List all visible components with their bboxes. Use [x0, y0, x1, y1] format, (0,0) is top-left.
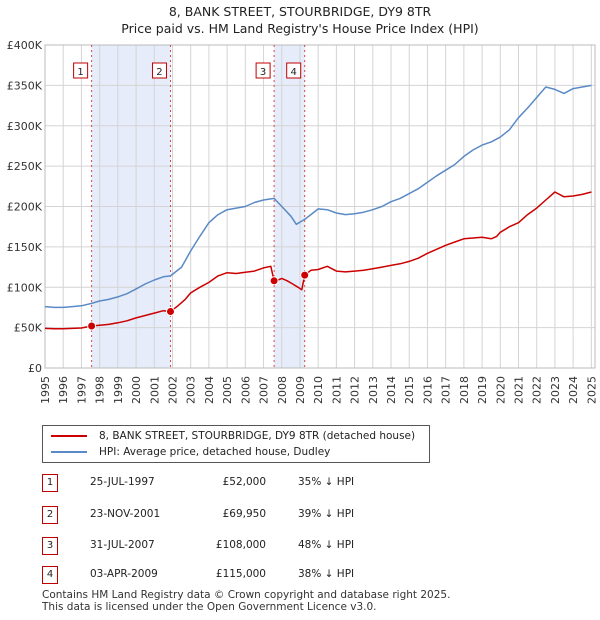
plot-frame: [44, 44, 596, 369]
x-tick-label: 2006: [239, 376, 252, 404]
y-tick-label: £300K: [7, 120, 43, 133]
x-tick-label: 2002: [166, 376, 179, 404]
x-tick-label: 1995: [39, 376, 52, 404]
transaction-label-box: [255, 62, 271, 79]
footer: Contains HM Land Registry data © Crown c…: [42, 589, 450, 613]
transaction-label-box: [286, 62, 302, 79]
transaction-date: 23-NOV-2001: [90, 508, 161, 520]
y-tick-label: £150K: [7, 241, 43, 254]
x-tick-label: 2017: [440, 376, 453, 404]
transaction-label-box: [151, 62, 167, 79]
x-tick-label: 2008: [276, 376, 289, 404]
x-tick-label: 1998: [94, 376, 107, 404]
chart-legend: 8, BANK STREET, STOURBRIDGE, DY9 8TR (de…: [42, 425, 430, 463]
transaction-row: 3 31-JUL-2007 £108,000 48% ↓ HPI: [42, 537, 442, 555]
transaction-row: 1 25-JUL-1997 £52,000 35% ↓ HPI: [42, 474, 442, 492]
legend-item-hpi: HPI: Average price, detached house, Dudl…: [51, 444, 330, 460]
x-tick-label: 2001: [148, 376, 161, 404]
x-tick-label: 1996: [57, 376, 70, 404]
legend-item-property: 8, BANK STREET, STOURBRIDGE, DY9 8TR (de…: [51, 428, 415, 444]
transaction-price: £108,000: [215, 539, 266, 551]
price-chart: 1995 1996 1997 1998 1999 2000 2001 2002 2003 2004…: [7, 39, 599, 404]
transaction-point: [300, 270, 310, 280]
x-tick-label: 2007: [258, 376, 271, 404]
transaction-price: £115,000: [215, 568, 266, 580]
legend-label-property: 8, BANK STREET, STOURBRIDGE, DY9 8TR (de…: [99, 430, 416, 442]
transaction-label-box: [73, 62, 89, 79]
x-tick-label: 2014: [385, 376, 398, 404]
transaction-row: 4 03-APR-2009 £115,000 38% ↓ HPI: [42, 566, 442, 584]
x-tick-label: 2025: [585, 376, 598, 404]
transaction-price: £69,950: [222, 508, 266, 520]
x-tick-label: 1999: [112, 376, 125, 404]
x-tick-label: 2010: [312, 376, 325, 404]
x-tick-label: 2009: [294, 376, 307, 404]
x-tick-label: 2013: [367, 376, 380, 404]
transaction-label: 3: [260, 67, 266, 78]
transaction-row: 2 23-NOV-2001 £69,950 39% ↓ HPI: [42, 506, 442, 524]
transaction-label: 2: [156, 67, 162, 78]
footer-licence: This data is licensed under the Open Gov…: [42, 601, 377, 613]
x-tick-label: 2012: [349, 376, 362, 404]
transaction-badge: 4: [42, 566, 58, 584]
chart-title: 8, BANK STREET, STOURBRIDGE, DY9 8TR Pri…: [0, 3, 600, 37]
transaction-badge: 1: [42, 474, 58, 492]
transaction-date: 03-APR-2009: [90, 568, 158, 580]
property-series-line: [44, 191, 592, 330]
x-tick-label: 2018: [458, 376, 471, 404]
y-tick-label: £0: [28, 362, 42, 375]
chart-title-line1: 8, BANK STREET, STOURBRIDGE, DY9 8TR: [168, 4, 432, 19]
x-tick-label: 2019: [476, 376, 489, 404]
x-tick-label: 2015: [403, 376, 416, 404]
y-tick-label: £350K: [7, 79, 43, 92]
transaction-hpi: 39% ↓ HPI: [298, 508, 355, 520]
x-tick-label: 1997: [75, 376, 88, 404]
legend-swatch-hpi: [51, 451, 87, 453]
transaction-point: [87, 321, 97, 331]
transaction-date: 25-JUL-1997: [90, 476, 155, 488]
x-tick-label: 2011: [330, 376, 343, 404]
transaction-hpi: 38% ↓ HPI: [298, 568, 355, 580]
transaction-point: [165, 307, 175, 317]
transaction-price: £52,000: [222, 476, 266, 488]
transaction-hpi: 48% ↓ HPI: [298, 539, 355, 551]
transaction-label: 1: [77, 67, 83, 78]
transaction-label: 4: [291, 67, 297, 78]
chart-title-line2: Price paid vs. HM Land Registry's House …: [121, 21, 479, 36]
transaction-badge: 3: [42, 537, 58, 555]
x-tick-label: 2005: [221, 376, 234, 404]
hpi-series-line: [44, 84, 592, 309]
transaction-date: 31-JUL-2007: [90, 539, 155, 551]
legend-swatch-property: [51, 435, 87, 437]
x-tick-label: 2024: [567, 376, 580, 404]
transaction-badge: 2: [42, 506, 58, 524]
x-tick-label: 2016: [421, 376, 434, 404]
footer-copyright: Contains HM Land Registry data © Crown c…: [42, 589, 451, 601]
x-tick-label: 2023: [549, 376, 562, 404]
y-tick-label: £200K: [7, 201, 43, 214]
transaction-hpi: 35% ↓ HPI: [298, 476, 355, 488]
legend-label-hpi: HPI: Average price, detached house, Dudl…: [99, 446, 331, 458]
y-tick-label: £250K: [7, 160, 43, 173]
y-tick-label: £400K: [7, 39, 43, 52]
x-tick-label: 2022: [531, 376, 544, 404]
x-tick-label: 2000: [130, 376, 143, 404]
x-tick-label: 2020: [494, 376, 507, 404]
transaction-point: [269, 276, 279, 286]
y-tick-label: £50K: [14, 322, 43, 335]
x-tick-label: 2003: [185, 376, 198, 404]
y-tick-label: £100K: [7, 281, 43, 294]
x-tick-label: 2021: [513, 376, 526, 404]
x-tick-label: 2004: [203, 376, 216, 404]
